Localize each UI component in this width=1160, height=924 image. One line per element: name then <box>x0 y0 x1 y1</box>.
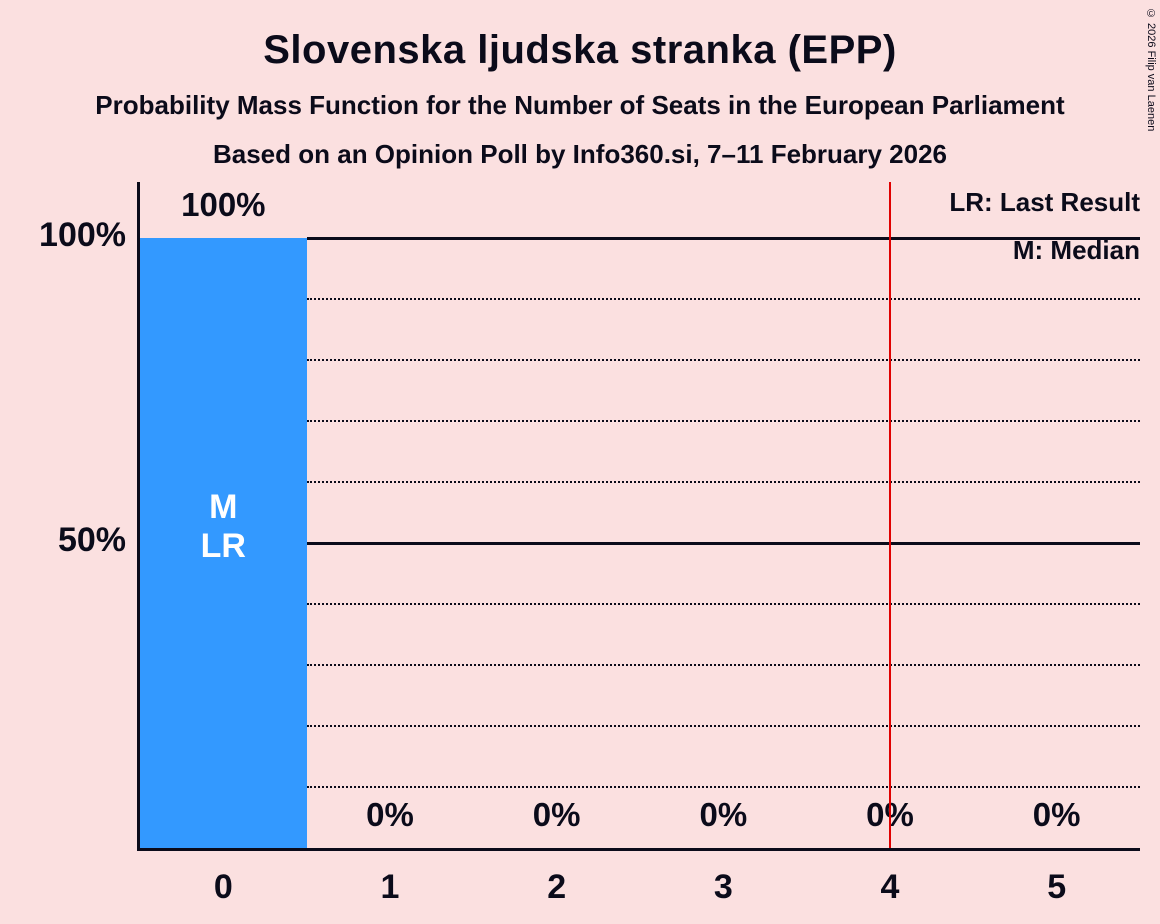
gridline-dotted <box>306 298 1140 300</box>
chart-title: Slovenska ljudska stranka (EPP) <box>263 28 897 72</box>
bar-value-label-5: 0% <box>1032 796 1081 833</box>
gridline-dotted <box>306 359 1140 361</box>
bar-annotation-median-lastresult: M LR <box>140 488 307 566</box>
gridline-solid <box>306 237 1140 240</box>
bar-value-label-2: 0% <box>532 796 581 833</box>
x-tick-label-1: 1 <box>380 868 400 906</box>
x-tick-label-3: 3 <box>713 868 733 906</box>
x-tick-label-4: 4 <box>880 868 900 906</box>
bar-annotation-line: LR <box>200 527 246 566</box>
legend-median: M: Median <box>1012 235 1140 265</box>
chart-subtitle: Probability Mass Function for the Number… <box>95 90 1065 120</box>
bar-value-label-3: 0% <box>699 796 748 833</box>
gridline-solid <box>306 542 1140 545</box>
gridline-dotted <box>306 603 1140 605</box>
red-marker-line <box>889 182 891 848</box>
x-tick-label-5: 5 <box>1047 868 1067 906</box>
x-axis <box>137 848 1140 851</box>
y-axis-label-100: 100% <box>39 216 126 254</box>
bar-0 <box>140 238 307 848</box>
y-axis-label-50: 50% <box>57 521 126 559</box>
gridline-dotted <box>306 420 1140 422</box>
gridline-dotted <box>306 725 1140 727</box>
chart-poll-source: Based on an Opinion Poll by Info360.si, … <box>212 139 948 169</box>
legend-last-result: LR: Last Result <box>949 187 1140 217</box>
x-tick-label-0: 0 <box>213 868 233 906</box>
copyright-notice: © 2026 Filip van Laenen <box>1145 8 1157 132</box>
y-axis <box>137 182 140 848</box>
gridline-dotted <box>306 664 1140 666</box>
bar-annotation-line: M <box>209 488 238 526</box>
bar-value-label-0: 100% <box>181 186 266 223</box>
x-tick-label-2: 2 <box>547 868 567 906</box>
bar-value-label-1: 0% <box>366 796 414 833</box>
gridline-dotted <box>306 786 1140 788</box>
gridline-dotted <box>306 481 1140 483</box>
